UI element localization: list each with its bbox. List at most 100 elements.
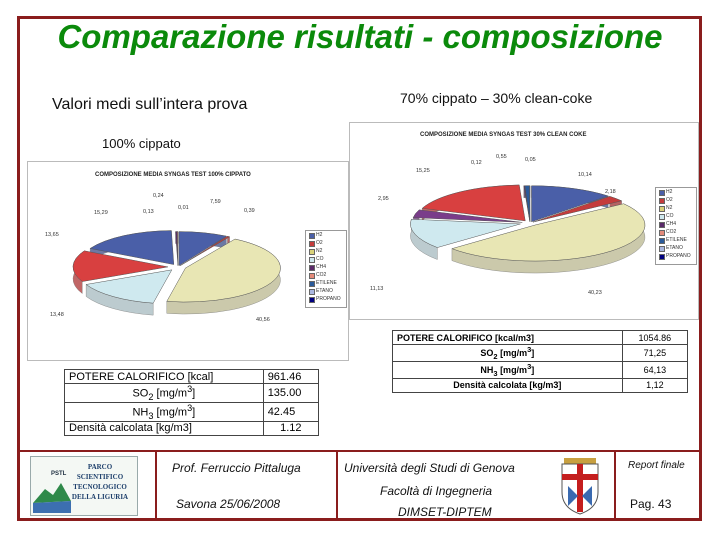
pie-slice <box>176 231 179 266</box>
page-number: Pag. 43 <box>630 497 672 511</box>
pie-slice <box>85 269 173 304</box>
chart-title: COMPOSIZIONE MEDIA SYNGAS TEST 30% CLEAN… <box>420 132 587 138</box>
legend-swatch <box>309 257 315 263</box>
legend-swatch <box>659 214 665 220</box>
legend-swatch <box>309 281 315 287</box>
row-value: 42.45 <box>262 401 320 422</box>
legend-swatch <box>309 241 315 247</box>
point-label: 15,29 <box>94 210 108 216</box>
row-value: 961.46 <box>262 369 320 384</box>
table-row: POTERE CALORIFICO [kcal] 961.46 <box>64 369 320 384</box>
subtitle-averages: Valori medi sull’intera prova <box>52 96 248 113</box>
legend-swatch <box>659 246 665 252</box>
slide-title: Comparazione risultati - composizione <box>57 18 663 55</box>
point-label: 0,55 <box>496 154 507 160</box>
pie-slice <box>178 231 228 267</box>
row-value: 1,12 <box>621 377 689 393</box>
table-row: NH3 [mg/m3] 64,13 <box>392 360 689 379</box>
point-label: 0,39 <box>244 208 255 214</box>
legend-swatch <box>309 233 315 239</box>
legend-swatch <box>659 238 665 244</box>
footer-divider-vertical <box>336 452 338 520</box>
crest-icon <box>561 458 599 515</box>
slide-frame <box>17 16 702 521</box>
pie-chart-svg <box>410 184 646 274</box>
pie-slice <box>531 185 609 223</box>
legend-item: PROPANO <box>656 252 696 260</box>
footer-divider-vertical <box>155 452 157 520</box>
legend-item: ETILENE <box>306 279 346 287</box>
label-70-percent: 70% cippato – 30% clean-coke <box>400 90 593 106</box>
legend-label: ETANO <box>666 245 683 251</box>
table-row: NH3 [mg/m3] 42.45 <box>64 401 320 422</box>
legend-label: ETILENE <box>316 280 337 286</box>
row-label: Densità calcolata [kg/m3] <box>64 420 264 436</box>
legend-label: O2 <box>666 197 673 203</box>
point-label: 13,65 <box>45 232 59 238</box>
footer-divider <box>17 450 702 452</box>
mountain-icon <box>31 457 137 515</box>
pie-slice <box>89 230 175 265</box>
legend-swatch <box>309 265 315 271</box>
row-label: Densità calcolata [kg/m3] <box>392 377 623 393</box>
legend-item: N2 <box>656 204 696 212</box>
legend-item: ETANO <box>656 244 696 252</box>
pie-slice <box>524 185 531 222</box>
row-label: NH3 [mg/m3] <box>392 360 623 379</box>
legend-swatch <box>309 289 315 295</box>
table-row: SO2 [mg/m3] 135.00 <box>64 383 320 403</box>
legend-swatch <box>309 273 315 279</box>
legend-label: O2 <box>316 240 323 246</box>
point-label: 0,05 <box>525 157 536 163</box>
legend-item: CO <box>306 255 346 263</box>
legend-label: H2 <box>316 232 323 238</box>
legend-item: CO2 <box>656 228 696 236</box>
legend-item: CH4 <box>306 263 346 271</box>
point-label: 0,12 <box>471 160 482 166</box>
legend-label: CO2 <box>316 272 327 278</box>
legend-label: CO <box>316 256 324 262</box>
point-label: 7,59 <box>210 199 221 205</box>
point-label: 0,13 <box>143 209 154 215</box>
legend-label: ETILENE <box>666 237 687 243</box>
legend-item: N2 <box>306 247 346 255</box>
chart-legend: H2 O2 N2 CO CH4 CO2 ETILENE ETANO PROPANO <box>305 230 347 308</box>
pie-chart-svg <box>72 230 281 316</box>
chart-title: COMPOSIZIONE MEDIA SYNGAS TEST 100% CIPP… <box>95 172 251 178</box>
legend-swatch <box>659 190 665 196</box>
legend-item: CH4 <box>656 220 696 228</box>
legend-label: H2 <box>666 189 673 195</box>
legend-label: PROPANO <box>316 296 341 302</box>
legend-item: ETILENE <box>656 236 696 244</box>
properties-table-70-30: POTERE CALORIFICO [kcal/m3] 1054.86 SO2 … <box>392 330 689 393</box>
legend-item: O2 <box>656 196 696 204</box>
label-100-percent: 100% cippato <box>102 136 181 151</box>
university-crest <box>558 456 602 516</box>
author: Prof. Ferruccio Pittaluga <box>172 461 301 475</box>
report-label: Report finale <box>628 460 685 471</box>
row-label: SO2 [mg/m3] <box>392 344 623 362</box>
row-value: 1054.86 <box>621 330 689 345</box>
legend-swatch <box>309 249 315 255</box>
department: DIMSET-DIPTEM <box>398 505 492 519</box>
pie-slice <box>451 203 646 262</box>
pie-slice <box>179 236 231 266</box>
pie-slice <box>72 250 169 282</box>
legend-item: H2 <box>306 231 346 239</box>
legend-swatch <box>659 254 665 260</box>
point-label: 0,24 <box>153 193 164 199</box>
legend-label: CH4 <box>316 264 327 270</box>
pie-slice <box>532 196 623 223</box>
table-row: Densità calcolata [kg/m3] 1,12 <box>392 377 689 393</box>
pie-chart-70-30: COMPOSIZIONE MEDIA SYNGAS TEST 30% CLEAN… <box>349 122 699 320</box>
pie-slice <box>410 218 521 248</box>
row-label: POTERE CALORIFICO [kcal/m3] <box>392 330 623 345</box>
row-value: 135.00 <box>262 383 320 403</box>
point-label: 10,14 <box>578 172 592 178</box>
row-label: POTERE CALORIFICO [kcal] <box>64 369 264 384</box>
point-label: 2,95 <box>378 196 389 202</box>
point-label: 0,01 <box>178 205 189 211</box>
legend-label: N2 <box>666 205 673 211</box>
logo-text: PARCO SCIENTIFICO TECNOLOGICO DELLA LIGU… <box>71 463 129 501</box>
legend-item: PROPANO <box>306 295 346 303</box>
